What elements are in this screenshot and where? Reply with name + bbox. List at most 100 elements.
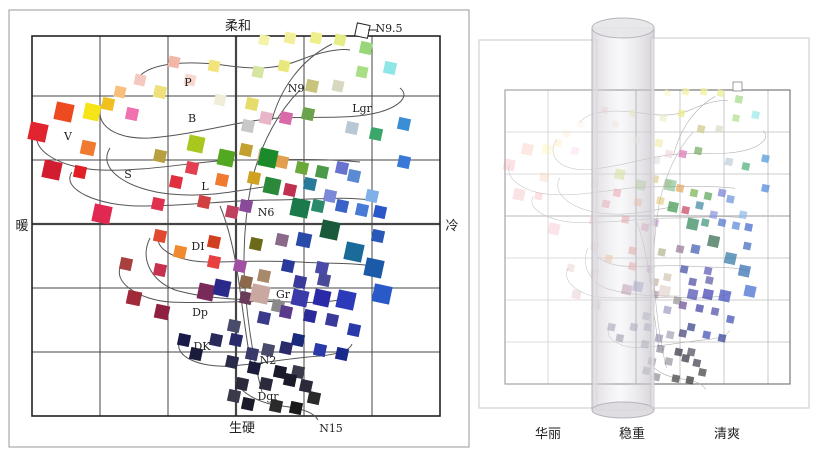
color-swatch [186, 134, 206, 154]
color-swatch [346, 168, 362, 184]
right-swatch [678, 149, 688, 159]
right-swatch [655, 344, 665, 354]
left-panel-frame [8, 9, 470, 448]
right-cool-swatch [667, 201, 679, 213]
color-swatch [302, 176, 318, 192]
color-swatch [258, 34, 270, 46]
left-panel: 柔和 生硬 暖 冷 P B V S L Lgr DI Gr Dp DK Dgr … [8, 9, 470, 448]
right-cool-swatch [678, 328, 688, 338]
right-swatch [677, 109, 686, 118]
right-cool-swatch [760, 183, 770, 193]
color-swatch [363, 257, 385, 279]
color-swatch [302, 308, 318, 324]
axis-label-right: 冷 [445, 219, 458, 234]
right-swatch [716, 89, 725, 98]
color-swatch [354, 202, 370, 218]
right-swatch [679, 264, 689, 274]
color-swatch [370, 228, 386, 244]
right-cool-swatch [716, 89, 725, 98]
right-cool-swatch [704, 275, 714, 285]
color-swatch [272, 364, 288, 380]
right-cool-swatch [751, 110, 761, 120]
right-cool-swatch [744, 222, 754, 232]
right-swatch [686, 288, 699, 301]
right-swatch [688, 277, 698, 287]
right-cool-swatch [725, 194, 735, 204]
color-swatch [176, 332, 192, 348]
color-swatch [167, 55, 181, 69]
color-swatch [153, 303, 171, 321]
color-swatch [306, 390, 322, 406]
color-swatch [334, 346, 350, 362]
right-cool-swatch [703, 191, 713, 201]
grid-border [31, 35, 441, 417]
color-swatch [290, 288, 310, 308]
right-cool-swatch [717, 218, 727, 228]
color-swatch [150, 196, 166, 212]
color-swatch [238, 274, 254, 290]
color-swatch [246, 170, 262, 186]
tone-curve [271, 43, 333, 121]
right-swatch [681, 353, 691, 363]
right-swatch [695, 201, 705, 210]
color-swatch [322, 188, 338, 204]
color-swatch [251, 65, 265, 79]
right-swatch [671, 374, 681, 384]
color-swatch [100, 96, 116, 112]
right-cool-swatch [675, 244, 685, 254]
color-swatch [256, 310, 272, 326]
tone-label-dp: Dp [192, 306, 208, 319]
color-swatch [234, 376, 250, 392]
color-swatch [79, 139, 97, 157]
right-tone-curve [673, 96, 716, 156]
color-swatch [310, 198, 326, 214]
color-swatch [208, 332, 224, 348]
color-swatch [213, 93, 227, 107]
right-swatch [703, 266, 713, 276]
color-swatch [206, 234, 222, 250]
right-swatch [709, 210, 719, 220]
color-swatch [244, 96, 260, 112]
right-swatch [706, 234, 721, 248]
color-swatch [133, 73, 147, 87]
color-swatch [372, 204, 388, 220]
right-swatch [695, 303, 705, 313]
color-swatch [262, 176, 282, 196]
color-swatch [368, 126, 384, 142]
color-swatch [188, 346, 204, 362]
cylinder-sturdy [591, 17, 655, 419]
right-swatch [741, 162, 751, 171]
caption-sturdy: 稳重 [619, 426, 645, 442]
right-cool-swatch [681, 87, 690, 96]
color-swatch [207, 59, 221, 73]
right-cool-swatch [695, 303, 705, 313]
axis-label-left: 暖 [15, 219, 28, 234]
right-cool-swatch [675, 183, 685, 193]
right-swatch [674, 347, 684, 357]
right-cool-swatch [686, 288, 699, 301]
color-swatch [27, 121, 49, 143]
right-cool-swatch [695, 201, 705, 210]
right-cool-swatch [725, 314, 735, 324]
right-swatch [678, 300, 688, 310]
right-cool-swatch [678, 300, 688, 310]
color-swatch [334, 160, 350, 176]
color-swatch [295, 231, 313, 249]
neutral-label-n2: N2 [260, 354, 277, 367]
color-swatch [371, 283, 393, 305]
color-swatch [152, 148, 168, 164]
color-swatch [282, 182, 298, 198]
right-swatch [760, 183, 770, 193]
color-swatch [278, 304, 294, 320]
right-swatch [681, 87, 690, 96]
right-swatch [703, 191, 713, 201]
tone-label-s: S [124, 168, 132, 181]
right-swatch [654, 138, 664, 148]
right-swatch [724, 157, 734, 167]
right-cool-swatch [686, 322, 696, 332]
tone-label-l: L [201, 180, 209, 193]
color-swatch [294, 160, 310, 176]
color-swatch [249, 283, 271, 305]
cylinder-bottom [591, 401, 655, 419]
color-swatch [244, 346, 260, 362]
